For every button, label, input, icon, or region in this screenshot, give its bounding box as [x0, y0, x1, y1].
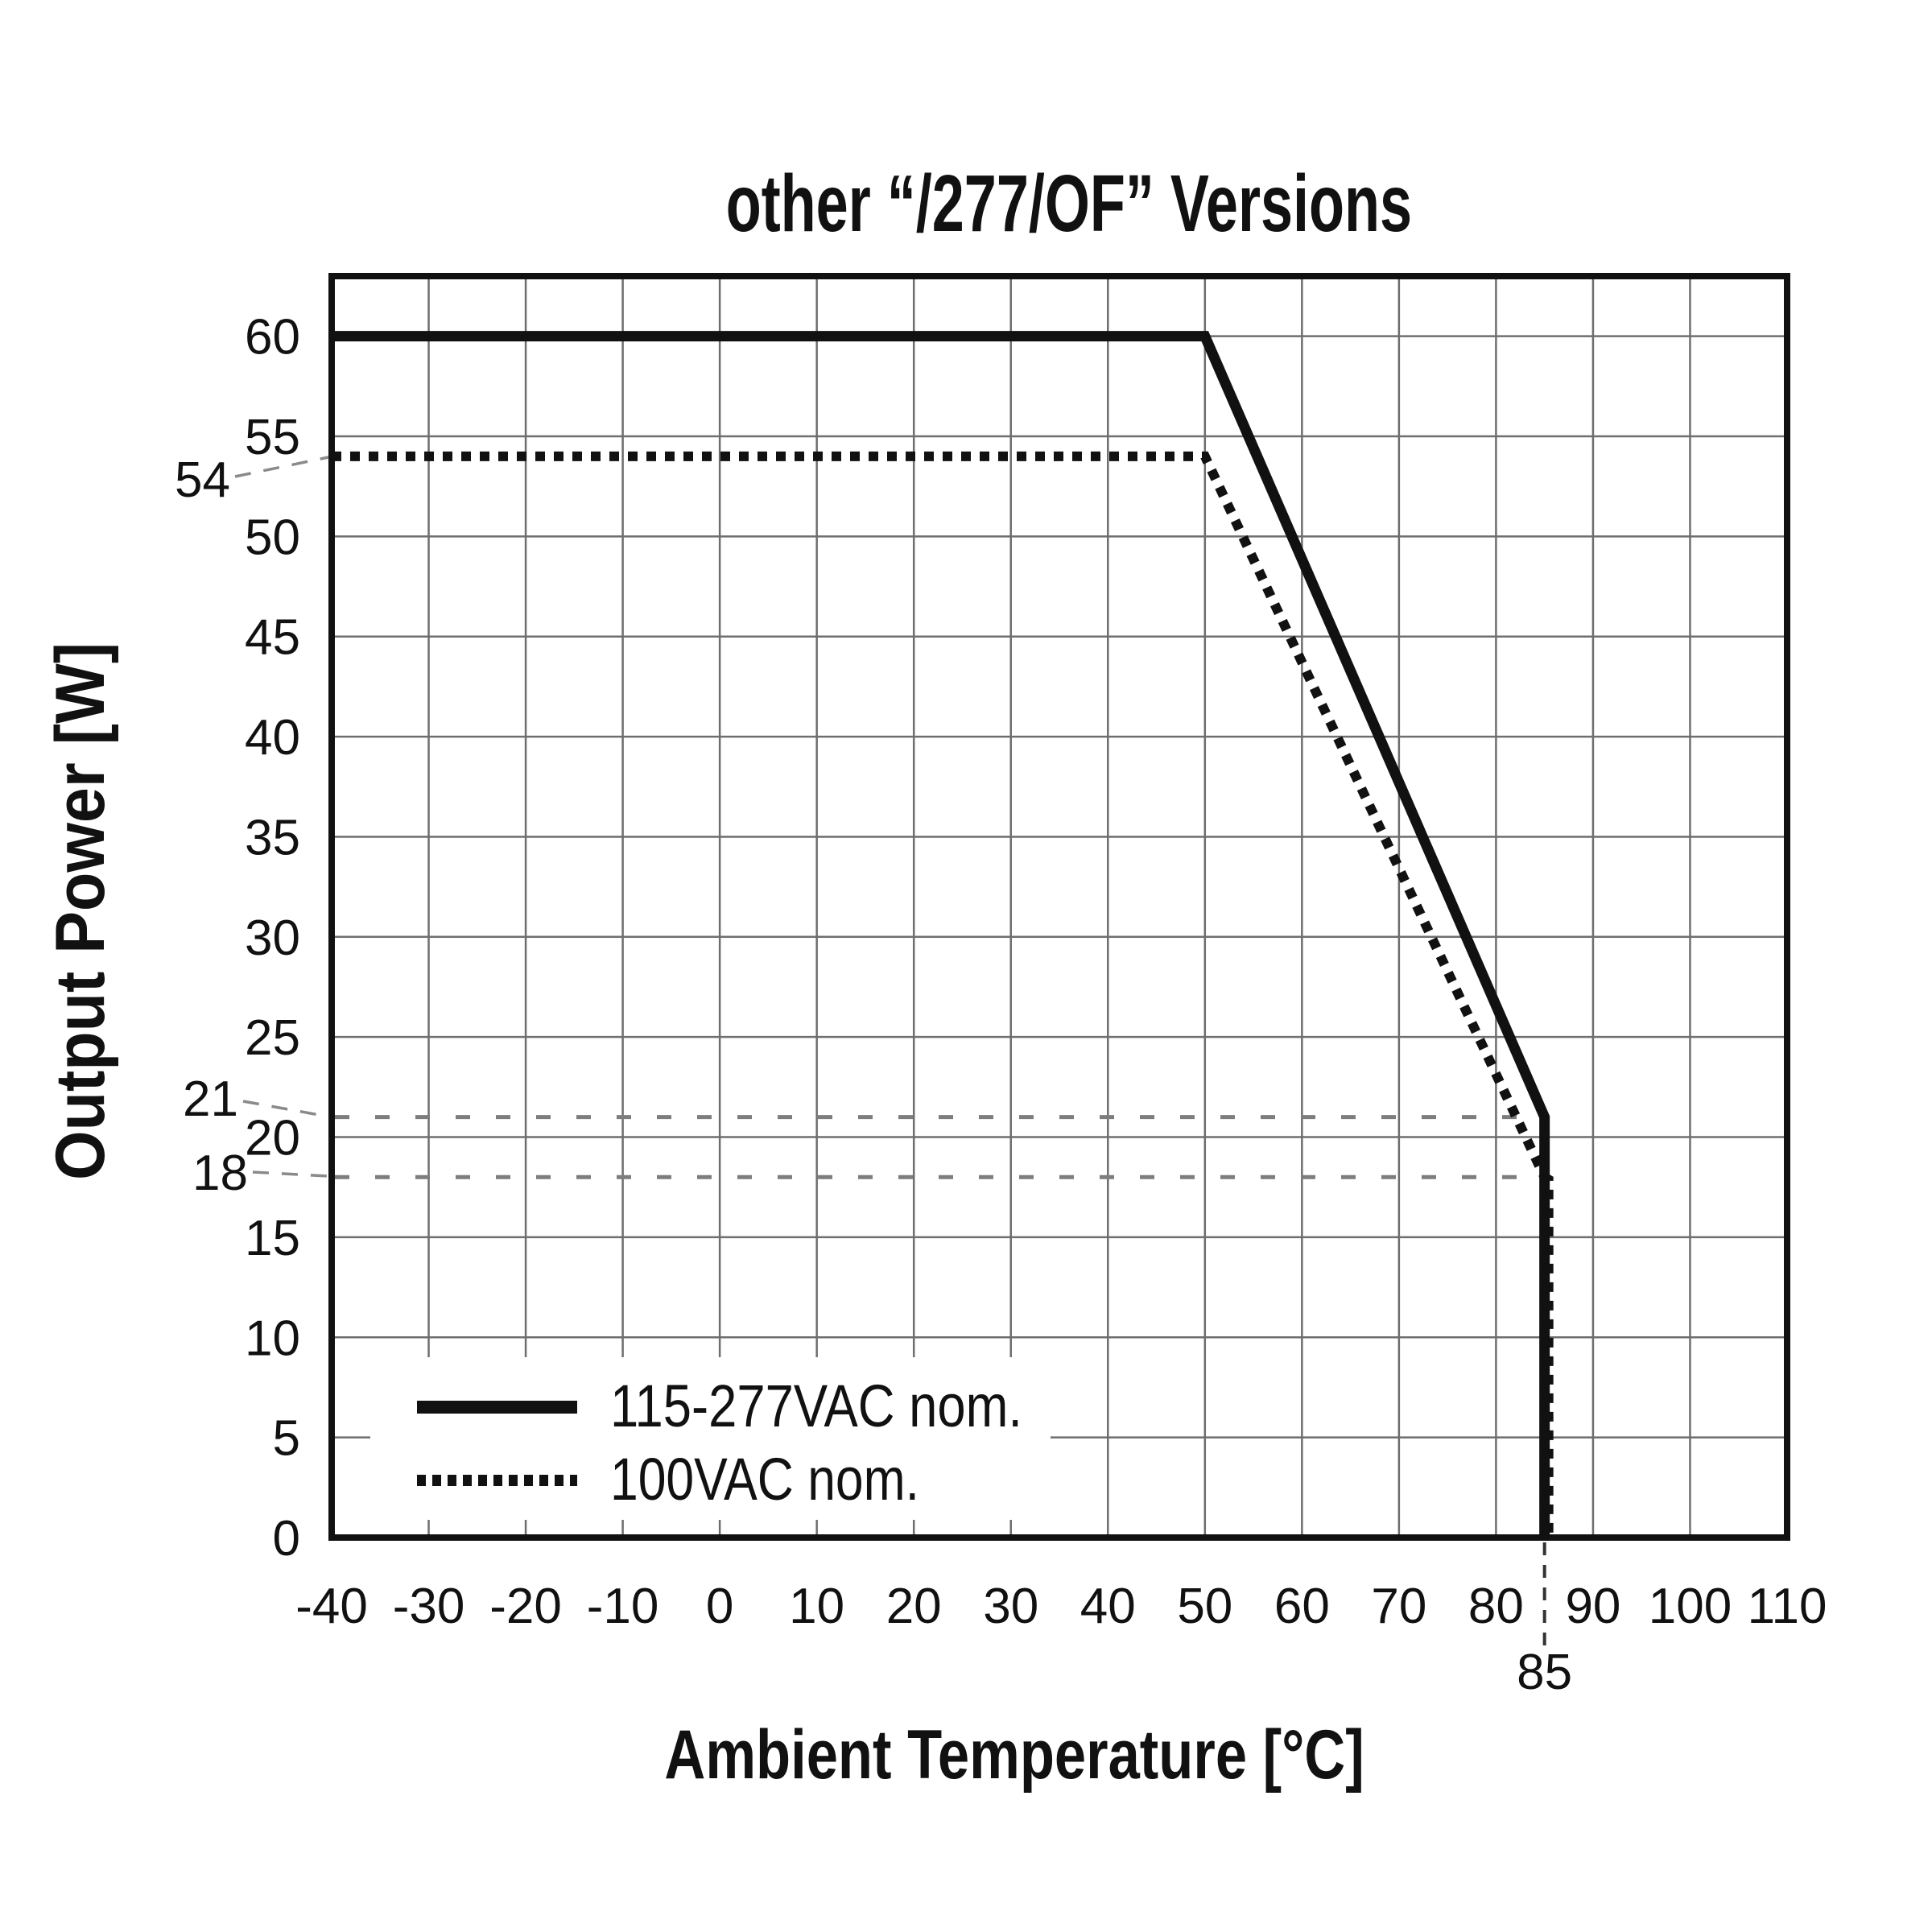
- y-marker-label-18: 18: [192, 1146, 248, 1201]
- y-tick-label: 45: [245, 610, 300, 666]
- y-tick-label: 10: [245, 1311, 300, 1366]
- x-tick-label: 80: [1468, 1579, 1524, 1634]
- y-tick-label: 35: [245, 810, 300, 865]
- legend-box: [370, 1357, 1051, 1520]
- y-tick-label: 50: [245, 510, 300, 565]
- x-marker-label-85: 85: [1517, 1645, 1572, 1700]
- x-tick-label: 20: [886, 1579, 942, 1634]
- y-tick-label: 30: [245, 910, 300, 966]
- x-tick-label: 40: [1080, 1579, 1136, 1634]
- x-tick-label: -30: [393, 1579, 465, 1634]
- marker-leader-line-54: [234, 456, 329, 478]
- x-tick-label: 60: [1274, 1579, 1330, 1634]
- x-axis-title: Ambient Temperature [°C]: [209, 1713, 1819, 1802]
- y-marker-label-21: 21: [183, 1071, 238, 1127]
- x-tick-label: 0: [706, 1579, 733, 1634]
- marker-leader-line-21: [242, 1100, 329, 1118]
- y-tick-label: 5: [273, 1411, 300, 1467]
- plot-frame: [328, 273, 1790, 1541]
- x-tick-label: 50: [1177, 1579, 1232, 1634]
- y-tick-label: 20: [245, 1111, 300, 1166]
- x-tick-label: 30: [983, 1579, 1038, 1634]
- y-marker-label-54: 54: [175, 452, 230, 508]
- x-tick-label: -10: [587, 1579, 659, 1634]
- y-tick-label: 0: [273, 1511, 300, 1567]
- x-axis-title-text: Ambient Temperature [°C]: [664, 1716, 1364, 1794]
- x-tick-label: 110: [1748, 1579, 1827, 1634]
- y-tick-label: 40: [245, 710, 300, 766]
- legend-label: 100VAC nom.: [610, 1446, 919, 1513]
- x-tick-label: 90: [1565, 1579, 1620, 1634]
- x-tick-label: -20: [489, 1579, 562, 1634]
- chart-title-text: other “/277/OF” Versions: [725, 159, 1413, 249]
- y-axis-title: Output Power [W]: [39, 106, 127, 1716]
- y-tick-label: 55: [245, 410, 300, 465]
- x-tick-label: 70: [1371, 1579, 1426, 1634]
- series-line-100vac: [332, 451, 1554, 1539]
- chart-title: other “/277/OF” Versions: [264, 159, 1874, 256]
- legend-label: 115-277VAC nom.: [610, 1373, 1022, 1439]
- x-tick-label: 100: [1649, 1579, 1732, 1634]
- y-tick-label: 15: [245, 1211, 300, 1266]
- x-tick-label: -40: [295, 1579, 368, 1634]
- y-axis-title-text: Output Power [W]: [42, 642, 119, 1181]
- y-tick-label: 60: [245, 310, 300, 365]
- marker-leader-line-18: [252, 1170, 329, 1178]
- y-tick-label: 25: [245, 1010, 300, 1066]
- x-tick-label: 10: [789, 1579, 844, 1634]
